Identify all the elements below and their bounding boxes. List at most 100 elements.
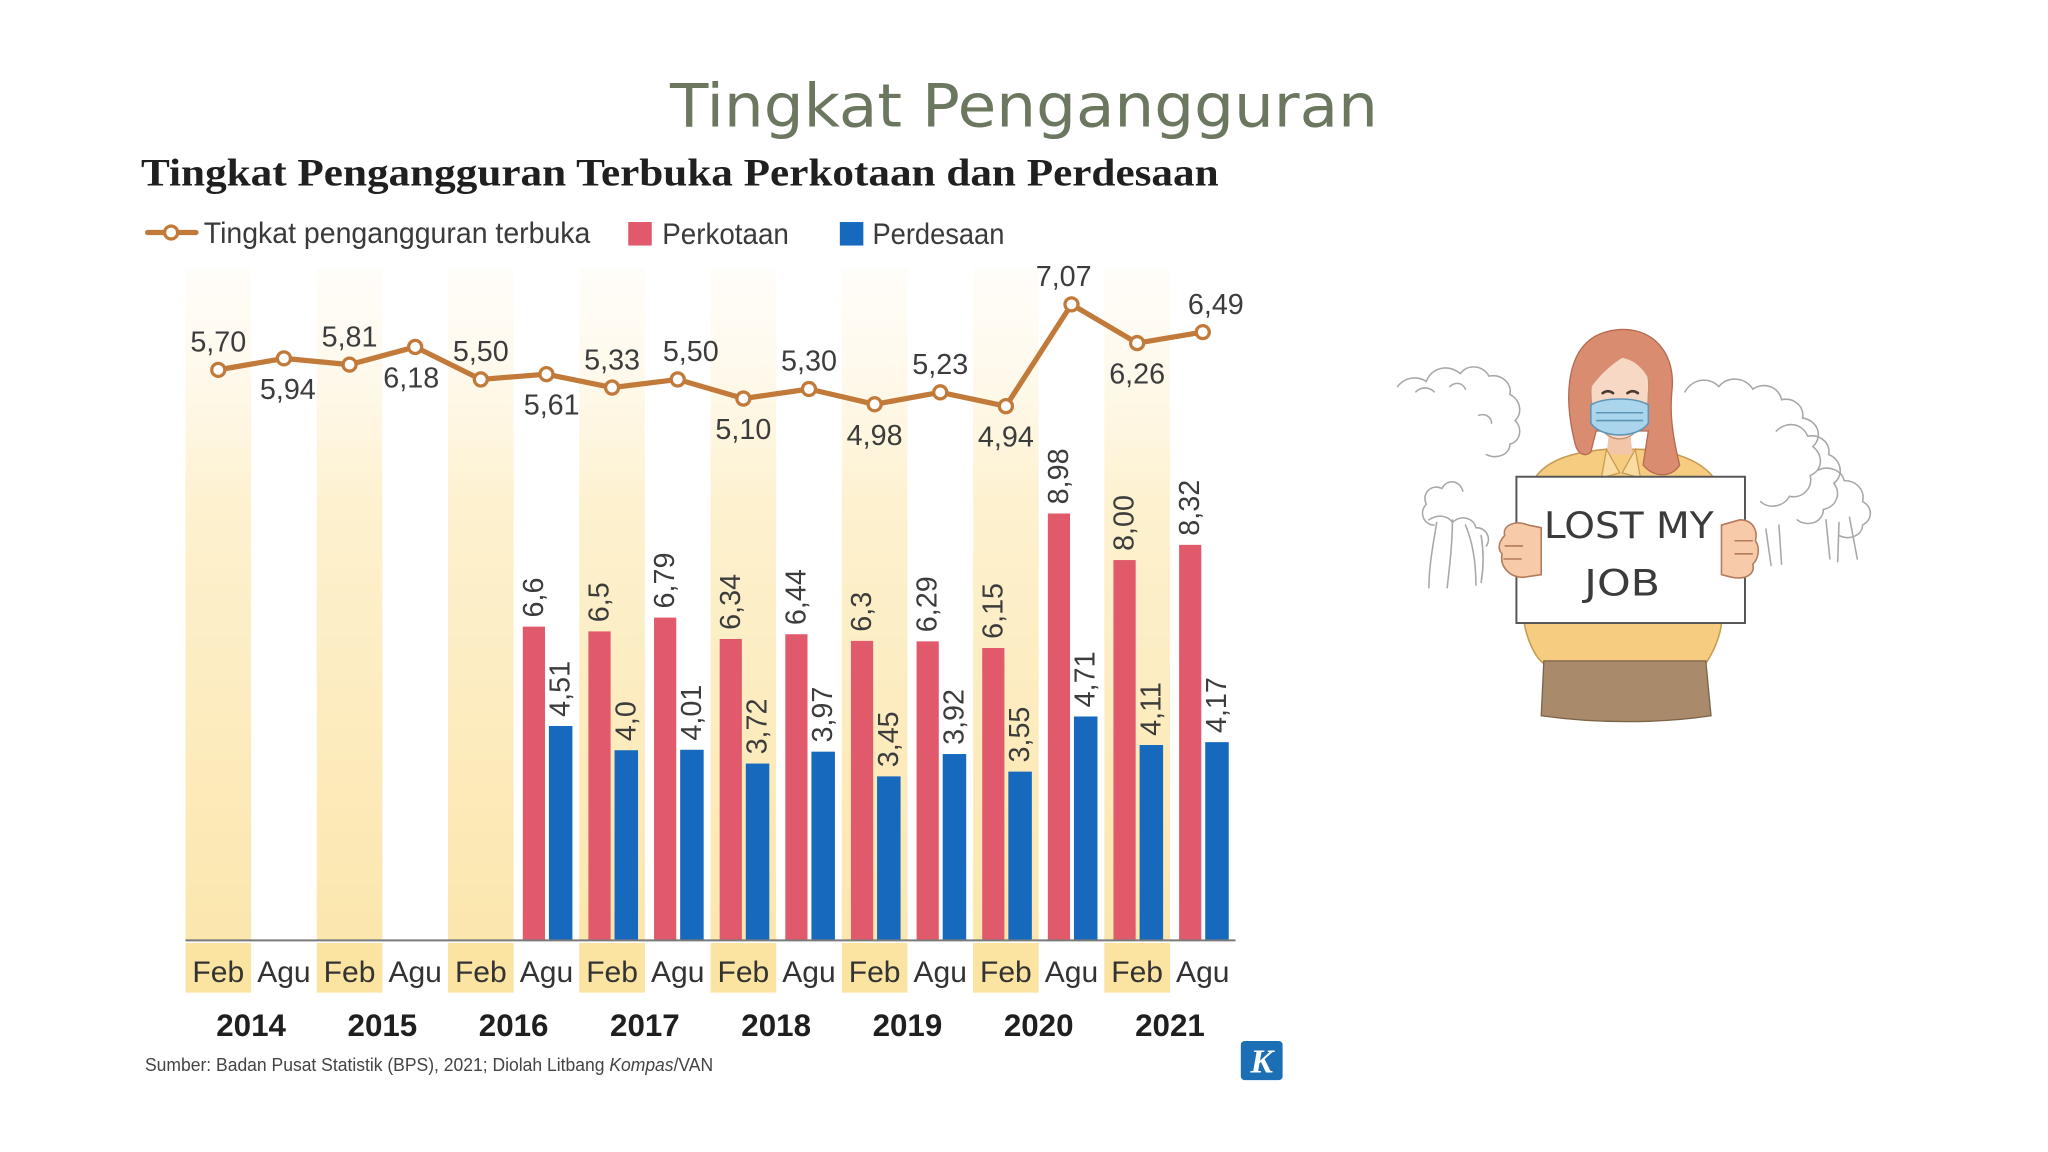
line-point-label: 5,50 bbox=[663, 336, 719, 368]
x-tick-label: Feb bbox=[192, 956, 244, 989]
legend-label-rate: Tingkat pengangguran terbuka bbox=[204, 217, 591, 250]
line-point bbox=[735, 390, 752, 407]
bar-label-perdesaan: 3,72 bbox=[742, 698, 774, 754]
bar-label-perkotaan: 6,34 bbox=[715, 574, 747, 630]
feb-label-cell bbox=[841, 943, 908, 993]
sign-text-line1: LOST MY bbox=[1544, 504, 1715, 547]
line-point-label: 5,50 bbox=[453, 336, 509, 368]
line-point bbox=[407, 338, 424, 356]
bar-label-perkotaan: 8,00 bbox=[1109, 495, 1141, 551]
line-point bbox=[603, 379, 621, 396]
chart-title: Tingkat Pengangguran Terbuka Perkotaan d… bbox=[141, 151, 1219, 194]
line-point-label: 5,10 bbox=[715, 414, 771, 446]
bar-perkotaan bbox=[982, 648, 1005, 941]
line-point-label: 5,81 bbox=[322, 321, 378, 353]
line-point-label: 5,94 bbox=[260, 374, 316, 406]
tree-left-icon bbox=[1396, 366, 1521, 589]
x-tick-label: Feb bbox=[1111, 956, 1163, 989]
bar-label-perkotaan: 6,79 bbox=[649, 553, 681, 609]
legend-swatch-perdesaan bbox=[839, 222, 864, 246]
bar-label-perdesaan: 4,01 bbox=[676, 685, 708, 741]
line-point bbox=[275, 350, 293, 367]
woman-figure: LOST MY JOB bbox=[1498, 328, 1760, 723]
line-point-label: 6,26 bbox=[1109, 359, 1165, 391]
kompas-logo-letter: K bbox=[1249, 1043, 1275, 1080]
eyes-icon bbox=[1601, 389, 1640, 395]
feb-label-cell bbox=[579, 943, 645, 993]
bar-label-perdesaan: 3,45 bbox=[873, 711, 905, 767]
line-point-label: 4,94 bbox=[978, 422, 1034, 454]
feb-column-band bbox=[185, 267, 252, 941]
source-note: Sumber: Badan Pusat Statistik (BPS), 202… bbox=[145, 1054, 713, 1075]
x-year-label: 2018 bbox=[741, 1008, 811, 1043]
sign-text-line2: JOB bbox=[1582, 562, 1660, 605]
line-point-label: 5,61 bbox=[524, 390, 580, 422]
line-point-label: 5,70 bbox=[190, 327, 246, 359]
x-year-label: 2021 bbox=[1135, 1008, 1205, 1043]
sign-board: LOST MY JOB bbox=[1515, 475, 1746, 624]
x-tick-label: Agu bbox=[914, 956, 967, 989]
line-point bbox=[210, 361, 227, 379]
bar-label-perdesaan: 3,92 bbox=[938, 689, 970, 745]
bar-label-perdesaan: 3,55 bbox=[1004, 707, 1036, 763]
right-hand-icon bbox=[1720, 519, 1760, 579]
bar-label-perdesaan: 3,97 bbox=[807, 687, 839, 743]
slide-title: Tingkat Pengangguran bbox=[669, 72, 1378, 142]
line-point-label: 5,23 bbox=[912, 349, 968, 381]
x-tick-label: Agu bbox=[782, 956, 835, 989]
feb-label-cell bbox=[185, 943, 252, 993]
bar-perdesaan bbox=[614, 750, 639, 941]
left-hand-icon bbox=[1498, 522, 1543, 579]
line-point-label: 6,49 bbox=[1188, 289, 1244, 321]
bar-label-perdesaan: 4,51 bbox=[545, 661, 577, 717]
bar-perkotaan bbox=[719, 638, 742, 941]
line-point-label: 4,98 bbox=[847, 420, 903, 452]
bar-perdesaan bbox=[877, 776, 901, 941]
x-tick-label: Agu bbox=[388, 956, 441, 989]
line-value-labels: 5,70 5,945,816,18 5,50 5,615,33 5,50 5,10 5,30… bbox=[190, 261, 1243, 454]
legend-label-perkotaan: Perkotaan bbox=[662, 218, 789, 251]
line-series bbox=[210, 296, 1211, 415]
line-point-label: 5,33 bbox=[584, 344, 640, 376]
legend-swatch-perkotaan bbox=[628, 222, 652, 246]
kompas-logo: K bbox=[1240, 1040, 1283, 1080]
source-text: Sumber: Badan Pusat Statistik (BPS), 202… bbox=[145, 1054, 609, 1075]
legend-line-marker bbox=[162, 224, 180, 241]
bar-label-perkotaan: 6,29 bbox=[912, 576, 944, 632]
x-axis-labels: Feb Agu Feb Agu Feb Agu Feb Agu Feb Agu Feb Agu Feb A… bbox=[185, 943, 1229, 1043]
line-point-label: 7,07 bbox=[1036, 261, 1092, 293]
feb-label-cell bbox=[316, 943, 383, 993]
x-year-label: 2014 bbox=[216, 1008, 286, 1043]
legend-item-rate: Tingkat pengangguran terbuka bbox=[144, 217, 591, 250]
bar-perdesaan bbox=[942, 754, 967, 941]
feb-label-cell bbox=[710, 943, 777, 993]
legend-item-perdesaan: Perdesaan bbox=[839, 218, 1004, 251]
x-year-label: 2015 bbox=[348, 1008, 418, 1043]
bar-perkotaan bbox=[1113, 560, 1136, 941]
bar-label-perkotaan: 6,3 bbox=[846, 592, 878, 632]
bar-perdesaan bbox=[1205, 742, 1229, 941]
line-point-label: 6,18 bbox=[383, 362, 439, 394]
line-point bbox=[1128, 334, 1146, 352]
line-point bbox=[1194, 323, 1211, 341]
bar-label-perdesaan: 4,71 bbox=[1070, 651, 1102, 707]
x-tick-label: Agu bbox=[520, 956, 573, 989]
bar-perdesaan bbox=[1139, 745, 1164, 941]
bar-label-perkotaan: 6,6 bbox=[518, 578, 550, 618]
x-year-label: 2017 bbox=[610, 1008, 680, 1043]
x-tick-label: Feb bbox=[717, 956, 769, 989]
x-year-label: 2016 bbox=[479, 1008, 549, 1043]
x-tick-label: Agu bbox=[651, 956, 704, 989]
bar-label-perkotaan: 8,32 bbox=[1174, 480, 1206, 536]
bar-perdesaan bbox=[548, 725, 573, 941]
bar-label-perkotaan: 6,5 bbox=[584, 582, 616, 622]
x-tick-label: Feb bbox=[586, 956, 638, 989]
bar-perdesaan bbox=[811, 751, 835, 941]
line-point bbox=[669, 371, 686, 388]
bar-label-perkotaan: 6,15 bbox=[977, 583, 1009, 639]
source-publisher: Kompas bbox=[609, 1054, 673, 1075]
bar-label-perkotaan: 6,44 bbox=[780, 569, 812, 625]
feb-label-cell bbox=[1104, 943, 1170, 993]
source-suffix: /VAN bbox=[674, 1054, 714, 1075]
